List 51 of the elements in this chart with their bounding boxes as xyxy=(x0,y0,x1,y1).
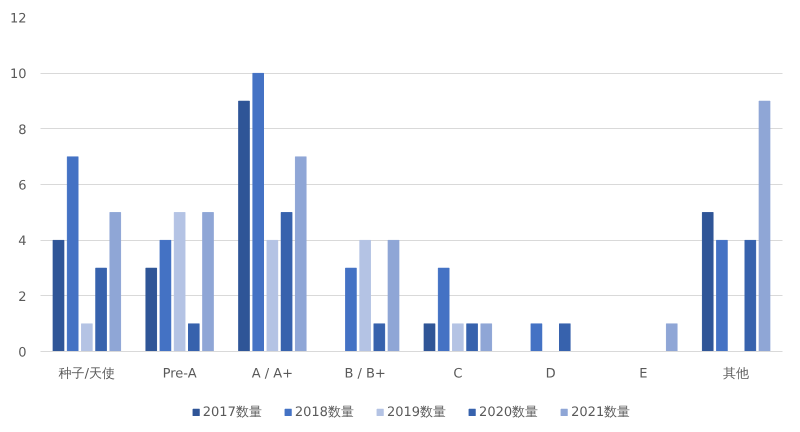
bar xyxy=(280,212,292,352)
legend-label: 2017数量 xyxy=(202,404,262,421)
bar xyxy=(52,240,64,352)
bar xyxy=(702,212,714,352)
bar xyxy=(81,323,93,352)
x-tick-label: A / A+ xyxy=(252,366,294,382)
bar xyxy=(109,212,122,352)
legend-label: 2019数量 xyxy=(386,404,446,421)
bar xyxy=(294,156,307,352)
x-tick-label: D xyxy=(546,366,556,382)
bar xyxy=(345,268,357,352)
bar xyxy=(359,240,371,352)
bar xyxy=(188,323,200,352)
bar xyxy=(466,323,478,352)
bar xyxy=(252,72,264,352)
bar xyxy=(530,323,542,352)
y-tick-label: 6 xyxy=(18,178,27,194)
y-tick-label: 0 xyxy=(18,346,27,360)
bar xyxy=(95,268,107,352)
bar xyxy=(480,323,492,352)
bar xyxy=(559,323,571,352)
bar xyxy=(758,100,770,352)
x-tick-label: 其他 xyxy=(723,366,750,382)
x-tick-label: 种子/天使 xyxy=(58,366,116,382)
bar xyxy=(160,240,172,352)
bar xyxy=(202,212,214,352)
legend-label: 2018数量 xyxy=(294,404,354,421)
x-tick-label: E xyxy=(639,366,648,382)
bar xyxy=(438,268,450,352)
x-tick-label: B / B+ xyxy=(344,366,386,382)
bar xyxy=(266,240,278,352)
bar xyxy=(388,240,400,352)
y-tick-label: 8 xyxy=(18,122,27,138)
bar xyxy=(424,323,436,352)
x-tick-label: C xyxy=(453,366,462,382)
bar xyxy=(174,212,186,352)
bar xyxy=(238,100,250,352)
bar xyxy=(145,268,158,352)
bar xyxy=(452,323,464,352)
bar xyxy=(716,240,728,352)
y-tick-label: 10 xyxy=(10,67,27,82)
y-tick-label: 2 xyxy=(18,290,27,305)
bar xyxy=(744,240,756,352)
legend-label: 2021数量 xyxy=(571,404,630,421)
y-tick-label: 12 xyxy=(10,12,27,26)
bar xyxy=(666,323,678,352)
bar xyxy=(66,156,78,352)
x-tick-label: Pre-A xyxy=(162,366,197,382)
bar xyxy=(374,323,386,352)
legend-label: 2020数量 xyxy=(479,404,538,421)
y-tick-label: 4 xyxy=(18,234,27,250)
